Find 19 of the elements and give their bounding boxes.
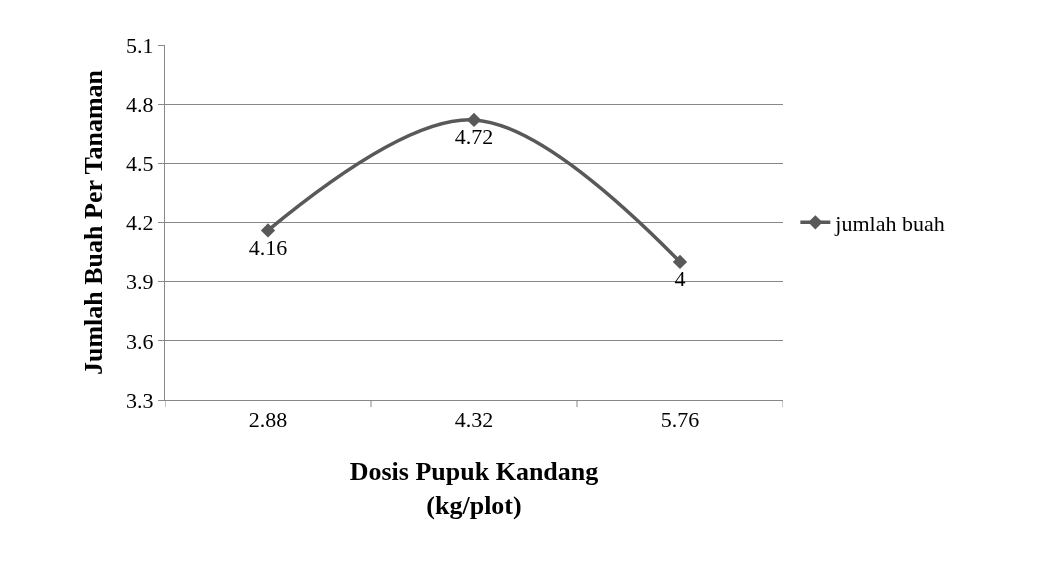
- y-tick-label: 5.1: [126, 32, 154, 58]
- point: [672, 254, 688, 270]
- y-tick-label: 3.3: [126, 387, 154, 413]
- x-tick-label: 4.32: [454, 407, 494, 433]
- data-label: 4: [674, 266, 686, 292]
- y-tick-label: 3.9: [126, 269, 154, 295]
- y-tick-label: 4.8: [126, 91, 154, 117]
- y-tick-label: 3.6: [126, 328, 154, 354]
- x-axis-title: Dosis Pupuk Kandang (kg/plot): [349, 457, 599, 520]
- x-tick-label: 2.88: [248, 407, 288, 433]
- x-tick-label: 5.76: [660, 407, 700, 433]
- legend-label: jumlah buah: [834, 210, 945, 236]
- y-axis-title: Jumlah Buah Per Tanaman: [79, 69, 109, 376]
- y-tick-label: 4.2: [126, 210, 154, 236]
- data-label: 4.16: [248, 234, 288, 260]
- point: [260, 223, 276, 238]
- point: [466, 112, 482, 128]
- data-label: 4.72: [454, 124, 494, 150]
- y-tick-label: 4.5: [126, 151, 154, 177]
